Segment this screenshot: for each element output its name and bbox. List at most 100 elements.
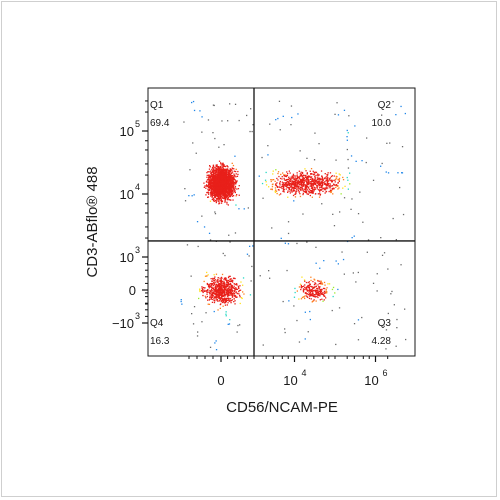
event-dot <box>312 289 314 292</box>
event-dot <box>233 285 235 287</box>
event-dot <box>329 179 331 181</box>
event-dot <box>224 299 226 301</box>
event-dot <box>210 188 212 190</box>
event-dot <box>214 297 216 299</box>
event-dot <box>295 179 297 182</box>
event-dot <box>233 291 236 293</box>
event-dot <box>236 292 238 295</box>
event-dot <box>314 294 316 296</box>
event-dot <box>283 191 285 193</box>
event-dot <box>218 174 221 176</box>
event-dot <box>218 170 220 172</box>
event-dot <box>288 183 290 185</box>
event-dot <box>184 200 187 202</box>
event-dot <box>329 187 331 189</box>
event-dot <box>299 193 301 195</box>
event-dot <box>227 166 229 168</box>
event-dot <box>215 296 217 298</box>
event-dot <box>217 176 219 178</box>
event-dot <box>293 178 295 180</box>
event-dot <box>215 195 217 197</box>
event-dot <box>203 186 205 188</box>
event-dot <box>348 115 350 117</box>
event-dot <box>316 294 319 296</box>
event-dot <box>331 309 333 312</box>
event-dot <box>292 187 295 189</box>
event-dot <box>210 181 212 183</box>
event-dot <box>234 295 236 297</box>
event-dot <box>235 287 237 289</box>
event-dot <box>210 176 212 178</box>
event-dot <box>227 285 229 287</box>
event-dot <box>211 171 213 173</box>
event-dot <box>231 299 233 301</box>
event-dot <box>193 306 196 308</box>
event-dot <box>271 188 273 190</box>
event-dot <box>201 131 203 133</box>
event-dot <box>231 288 233 290</box>
event-dot <box>324 188 327 190</box>
event-dot <box>215 340 217 342</box>
event-dot <box>226 201 228 203</box>
event-dot <box>285 179 287 182</box>
event-dot <box>312 191 314 193</box>
event-dot <box>282 115 284 117</box>
event-dot <box>216 164 218 166</box>
event-dot <box>297 181 299 183</box>
event-dot <box>332 193 334 195</box>
event-dot <box>232 186 234 189</box>
event-dot <box>232 191 234 193</box>
event-dot <box>291 185 293 187</box>
event-dot <box>306 193 308 195</box>
event-dot <box>211 173 213 176</box>
event-dot <box>218 184 220 186</box>
event-dot <box>231 289 233 291</box>
event-dot <box>222 300 224 302</box>
event-dot <box>233 294 236 296</box>
event-dot <box>296 180 298 182</box>
event-dot <box>229 103 231 105</box>
event-dot <box>308 182 310 184</box>
event-dot <box>216 190 219 192</box>
event-dot <box>228 188 230 190</box>
event-dot <box>314 188 316 190</box>
event-dot <box>221 281 223 283</box>
event-dot <box>376 273 378 275</box>
event-dot <box>324 181 326 183</box>
event-dot <box>226 304 228 306</box>
event-dot <box>199 289 201 291</box>
event-dot <box>325 190 328 193</box>
event-dot <box>315 262 317 264</box>
event-dot <box>305 187 308 189</box>
event-dot <box>216 299 218 302</box>
event-dot <box>224 254 226 257</box>
event-dot <box>287 221 290 223</box>
event-dot <box>219 280 222 282</box>
event-dot <box>305 292 307 295</box>
event-dot <box>203 182 205 184</box>
event-dot <box>322 293 325 295</box>
event-dot <box>265 171 267 174</box>
y-tick-label: −10 <box>112 316 134 331</box>
event-dot <box>300 182 302 184</box>
event-dot <box>342 179 345 181</box>
event-dot <box>318 293 320 295</box>
event-dot <box>365 161 367 164</box>
event-dot <box>337 179 339 181</box>
event-dot <box>223 188 226 190</box>
event-dot <box>219 197 222 199</box>
event-dot <box>243 208 245 210</box>
event-dot <box>219 171 221 173</box>
event-dot <box>215 178 217 181</box>
event-dot <box>227 276 230 279</box>
event-dot <box>306 286 308 288</box>
event-dot <box>327 183 329 185</box>
event-dot <box>311 187 313 189</box>
event-dot <box>211 191 213 194</box>
event-dot <box>218 292 220 295</box>
event-dot <box>230 191 232 193</box>
event-dot <box>211 301 214 303</box>
event-dot <box>208 193 210 195</box>
event-dot <box>198 297 200 300</box>
event-dot <box>227 187 229 189</box>
